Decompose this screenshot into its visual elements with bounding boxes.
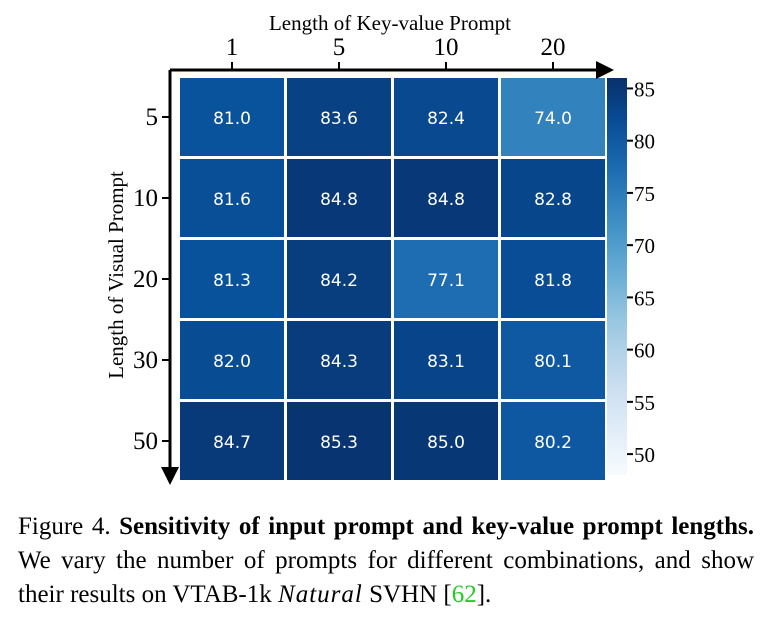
colorbar-tick-label: 65	[634, 286, 655, 310]
cell-value-label: 84.8	[320, 190, 358, 210]
heatmap-cell	[287, 240, 391, 318]
cell-value-label: 84.2	[320, 271, 358, 291]
colorbar-tick-label: 80	[634, 130, 655, 154]
heatmap-cell	[287, 78, 391, 156]
x-tick-label: 1	[226, 34, 239, 61]
heatmap-cell	[180, 240, 284, 318]
heatmap-cell	[501, 240, 605, 318]
heatmap-cell	[180, 321, 284, 399]
colorbar-ticks: 85 80 75 70 65 60 55 50	[627, 77, 655, 467]
cell-value-label: 84.7	[213, 433, 251, 453]
heatmap-cell	[287, 159, 391, 237]
y-axis-label: Length of Visual Prompt	[104, 171, 128, 379]
heatmap-cells: 81.0 83.6 82.4 74.0 81.6 84.8 84.8 82.8 81.3 84.2…	[180, 78, 605, 480]
cell-value-label: 81.0	[213, 109, 251, 129]
figure-caption: Figure 4. Sensitivity of input prompt an…	[18, 510, 754, 612]
colorbar-tick-label: 75	[634, 182, 655, 206]
cell-value-label: 81.6	[213, 190, 251, 210]
y-tick-label: 50	[133, 428, 158, 455]
cell-value-label: 83.6	[320, 109, 358, 129]
y-tick-label: 20	[133, 266, 158, 293]
y-tick-label: 10	[133, 185, 158, 212]
y-ticks: 5 10 20 30 50	[133, 104, 170, 455]
caption-text-3: ].	[476, 581, 492, 608]
cell-value-label: 83.1	[427, 352, 465, 372]
heatmap-cell	[180, 78, 284, 156]
heatmap-cell	[394, 159, 498, 237]
caption-text-2: SVHN [	[362, 581, 452, 608]
heatmap-cell	[287, 321, 391, 399]
caption-prefix: Figure 4.	[18, 513, 120, 540]
heatmap-cell	[501, 321, 605, 399]
heatmap-cell	[394, 78, 498, 156]
heatmap-cell	[394, 402, 498, 480]
colorbar-tick-label: 85	[634, 77, 655, 101]
heatmap-cell	[180, 402, 284, 480]
heatmap-cell	[180, 159, 284, 237]
x-tick-label: 10	[434, 34, 459, 61]
heatmap-cell	[287, 402, 391, 480]
heatmap-chart: Length of Key-value Prompt Length of Vis…	[104, 11, 655, 485]
cell-value-label: 80.2	[534, 433, 572, 453]
caption-bold-title: Sensitivity of input prompt and key-valu…	[119, 513, 754, 540]
cell-value-label: 77.1	[427, 271, 465, 291]
heatmap-cell	[394, 240, 498, 318]
colorbar-tick-label: 50	[634, 443, 655, 467]
heatmap-cell	[501, 402, 605, 480]
colorbar	[607, 78, 627, 475]
heatmap-cell	[501, 78, 605, 156]
y-tick-label: 30	[133, 347, 158, 374]
cell-value-label: 80.1	[534, 352, 572, 372]
cell-value-label: 84.3	[320, 352, 358, 372]
cell-value-label: 74.0	[534, 109, 572, 129]
heatmap-cell	[501, 159, 605, 237]
cell-value-label: 84.8	[427, 190, 465, 210]
cell-value-label: 85.3	[320, 433, 358, 453]
cell-value-label: 81.3	[213, 271, 251, 291]
y-axis-arrowhead	[161, 467, 179, 485]
y-tick-label: 5	[146, 104, 159, 131]
x-axis-label: Length of Key-value Prompt	[269, 11, 511, 35]
x-ticks: 1 5 10 20	[226, 34, 566, 70]
colorbar-tick-label: 70	[634, 234, 655, 258]
caption-reference: 62	[451, 581, 477, 608]
axes	[161, 61, 614, 485]
x-tick-label: 20	[541, 34, 566, 61]
cell-value-label: 82.4	[427, 109, 465, 129]
cell-value-label: 82.0	[213, 352, 251, 372]
caption-italic: Natural	[278, 581, 363, 608]
heatmap-cell	[394, 321, 498, 399]
colorbar-tick-label: 60	[634, 339, 655, 363]
cell-value-label: 85.0	[427, 433, 465, 453]
x-axis-arrowhead	[596, 61, 614, 79]
caption-text-1: We vary the number of prompts for differ…	[18, 547, 754, 608]
x-tick-label: 5	[333, 34, 346, 61]
cell-value-label: 82.8	[534, 190, 572, 210]
colorbar-tick-label: 55	[634, 391, 655, 415]
cell-value-label: 81.8	[534, 271, 572, 291]
